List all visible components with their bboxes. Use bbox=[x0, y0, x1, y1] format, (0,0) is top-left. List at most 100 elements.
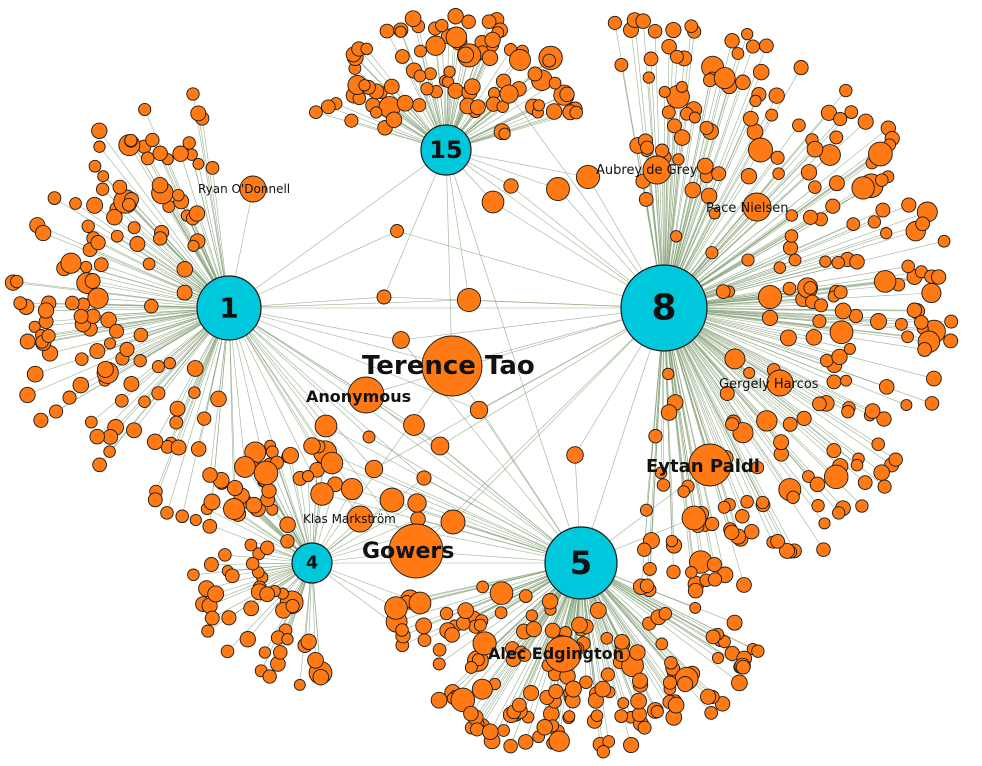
nielsen-label: Pace Nielsen bbox=[706, 201, 788, 216]
contributor-node bbox=[37, 302, 55, 319]
contributor-node bbox=[757, 284, 783, 310]
contributor-node bbox=[447, 82, 464, 99]
contributor-node bbox=[788, 253, 802, 267]
edge-markstrom bbox=[359, 518, 582, 564]
contributor-node bbox=[675, 80, 688, 93]
contributor-node bbox=[469, 722, 485, 737]
contributor-node bbox=[114, 393, 129, 408]
contributor-node bbox=[471, 678, 493, 700]
contributor-node bbox=[41, 328, 56, 343]
contributor-node bbox=[408, 591, 432, 615]
contributor-node bbox=[877, 479, 892, 494]
contributor-node bbox=[376, 289, 392, 305]
contributor-node bbox=[47, 191, 62, 205]
edge-h8 bbox=[663, 307, 707, 581]
contributor-node bbox=[660, 404, 678, 421]
paldi-label: Eytan Paldi bbox=[646, 456, 760, 477]
contributor-node bbox=[617, 697, 630, 710]
contributor-node bbox=[190, 441, 207, 457]
edge-h8 bbox=[663, 138, 893, 309]
contributor-node bbox=[820, 104, 837, 121]
contributor-node bbox=[637, 542, 652, 557]
contributor-node bbox=[545, 103, 563, 120]
contributor-node bbox=[258, 646, 272, 659]
contributor-node bbox=[867, 215, 882, 229]
contributor-node bbox=[589, 601, 607, 619]
contributor-node bbox=[811, 499, 825, 513]
contributor-node bbox=[826, 443, 842, 459]
edge-hub-link bbox=[228, 307, 582, 564]
contributor-node bbox=[637, 720, 652, 735]
contributor-node bbox=[282, 446, 299, 464]
contributor-node bbox=[724, 348, 746, 370]
contributor-node bbox=[768, 87, 785, 104]
contributor-node bbox=[731, 674, 748, 692]
contributor-node bbox=[647, 23, 663, 39]
contributor-node bbox=[461, 14, 476, 30]
contributor-node bbox=[831, 348, 848, 366]
contributor-node bbox=[35, 224, 52, 242]
contributor-node bbox=[103, 337, 117, 350]
contributor-node bbox=[226, 479, 244, 497]
edge-hub-link bbox=[228, 307, 313, 564]
edge-bridge bbox=[396, 230, 665, 309]
contributor-node bbox=[831, 255, 845, 270]
contributor-node bbox=[673, 129, 691, 146]
contributor-node bbox=[672, 153, 685, 166]
contributor-node bbox=[259, 586, 276, 603]
contributor-node bbox=[607, 15, 622, 30]
contributor-node bbox=[685, 566, 698, 579]
contributor-node bbox=[340, 477, 364, 501]
contributor-node bbox=[210, 390, 227, 408]
contributor-node bbox=[873, 464, 890, 481]
contributor-node bbox=[752, 63, 770, 81]
contributor-node bbox=[133, 327, 149, 343]
contributor-node bbox=[546, 177, 570, 201]
contributor-node bbox=[253, 460, 279, 486]
contributor-node bbox=[243, 600, 260, 617]
contributor-node bbox=[97, 170, 110, 183]
hub-node-4 bbox=[291, 542, 333, 584]
edge-h8 bbox=[663, 307, 692, 573]
contributor-node bbox=[358, 79, 371, 92]
contributor-node bbox=[314, 414, 338, 438]
contributor-node bbox=[417, 633, 432, 648]
markstrom-label: Klas Markström bbox=[303, 512, 396, 526]
contributor-node bbox=[201, 624, 215, 638]
contributor-node bbox=[541, 593, 559, 610]
contributor-node bbox=[614, 709, 629, 723]
contributor-node bbox=[469, 400, 489, 420]
edge-hub-link bbox=[445, 149, 665, 309]
contributor-node bbox=[285, 598, 300, 614]
contributor-node bbox=[666, 564, 681, 580]
contributor-node bbox=[413, 69, 427, 83]
contributor-node bbox=[656, 478, 671, 492]
contributor-node bbox=[785, 209, 798, 222]
contributor-node bbox=[122, 197, 136, 212]
contributor-node bbox=[805, 329, 823, 346]
contributor-node bbox=[310, 482, 334, 506]
contributor-node bbox=[192, 157, 205, 170]
contributor-node bbox=[262, 669, 277, 684]
edge-h8 bbox=[663, 153, 881, 309]
contributor-node bbox=[109, 323, 124, 339]
contributor-node bbox=[575, 164, 601, 190]
contributor-node bbox=[344, 113, 359, 128]
contributor-node bbox=[930, 269, 947, 285]
contributor-node bbox=[635, 13, 651, 29]
contributor-node bbox=[878, 379, 895, 395]
contributor-node bbox=[13, 296, 28, 310]
contributor-node bbox=[481, 190, 505, 214]
contributor-node bbox=[749, 94, 762, 108]
edge-h8 bbox=[663, 307, 925, 350]
contributor-node bbox=[142, 257, 156, 271]
contributor-node bbox=[735, 74, 751, 91]
contributor-node bbox=[140, 151, 155, 166]
contributor-node bbox=[670, 230, 683, 243]
contributor-node bbox=[494, 606, 508, 619]
contributor-node bbox=[84, 273, 101, 289]
contributor-node bbox=[786, 490, 800, 504]
contributor-node bbox=[846, 217, 861, 231]
contributor-node bbox=[403, 414, 425, 436]
contributor-node bbox=[596, 745, 610, 759]
